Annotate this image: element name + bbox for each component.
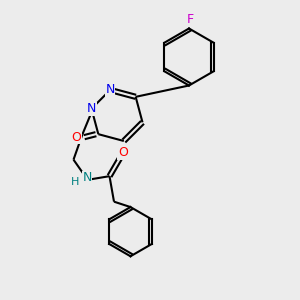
Text: O: O bbox=[71, 131, 81, 144]
Text: F: F bbox=[187, 13, 194, 26]
Text: N: N bbox=[82, 171, 92, 184]
Text: O: O bbox=[118, 146, 128, 159]
Text: N: N bbox=[106, 83, 115, 97]
Text: H: H bbox=[71, 177, 79, 187]
Text: N: N bbox=[87, 102, 96, 115]
